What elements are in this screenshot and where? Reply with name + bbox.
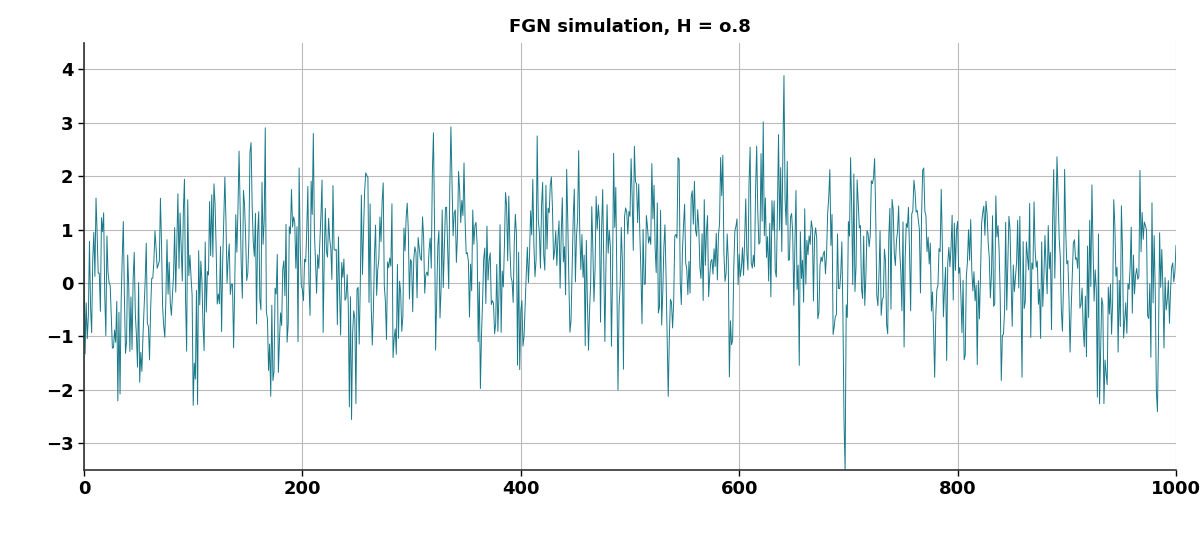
Title: FGN simulation, H = o.8: FGN simulation, H = o.8	[509, 18, 751, 36]
